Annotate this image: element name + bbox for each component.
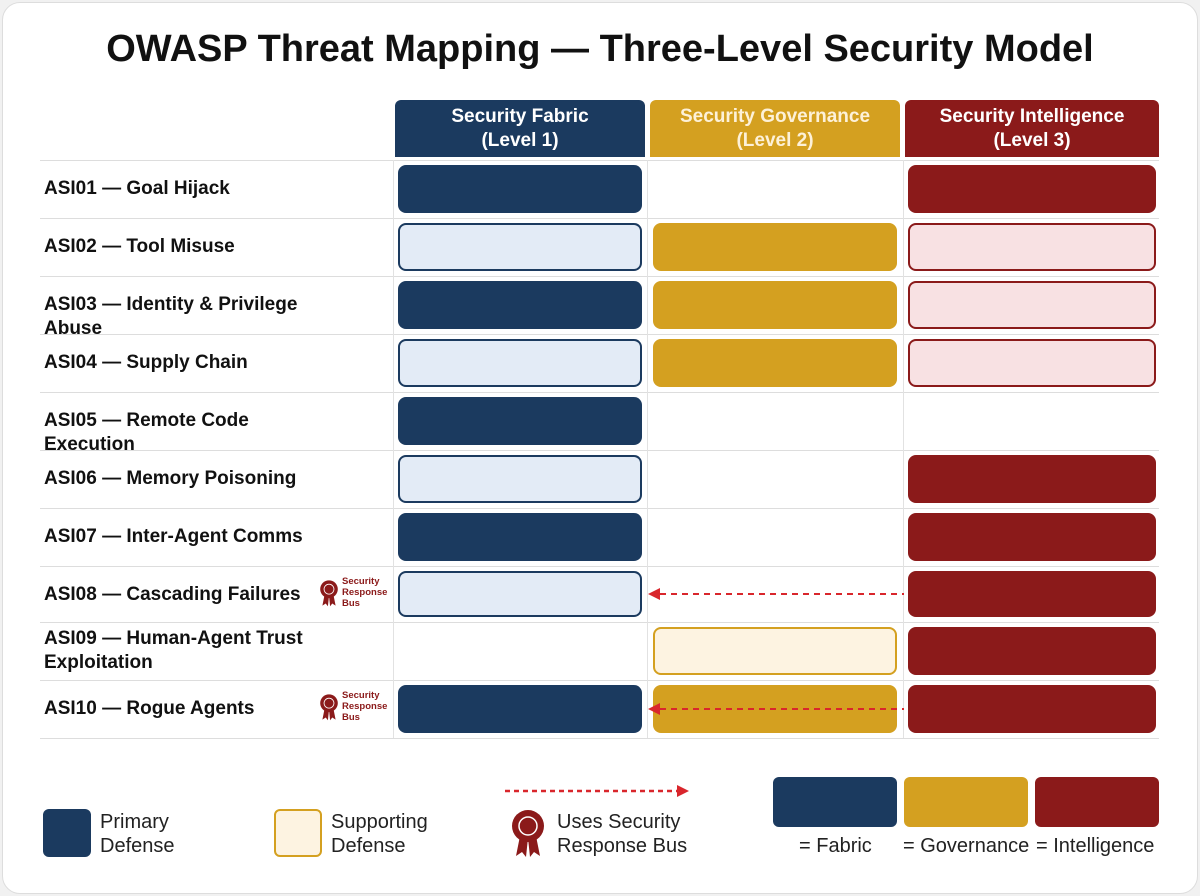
legend-intelligence-label: = Intelligence bbox=[1036, 835, 1155, 857]
row-divider bbox=[40, 508, 1159, 509]
cell-fabric-primary bbox=[398, 397, 642, 445]
cell-intelligence-supporting bbox=[908, 223, 1156, 271]
row-divider bbox=[40, 392, 1159, 393]
response-bus-arrow-icon bbox=[648, 703, 904, 715]
row-divider bbox=[40, 218, 1159, 219]
seal-icon bbox=[320, 579, 338, 606]
cell-intelligence-primary bbox=[908, 571, 1156, 617]
legend-governance-label: = Governance bbox=[903, 835, 1030, 857]
cell-intelligence-supporting bbox=[908, 339, 1156, 387]
legend-intelligence-swatch bbox=[1035, 777, 1159, 827]
cell-governance-supporting bbox=[653, 627, 897, 675]
row-label: ASI07 — Inter-Agent Comms bbox=[44, 526, 303, 547]
row-divider bbox=[40, 566, 1159, 567]
column-header-level: (Level 3) bbox=[993, 130, 1071, 151]
legend-dashed-arrow-icon bbox=[505, 785, 689, 797]
row-label: ASI08 — Cascading Failures bbox=[44, 584, 301, 605]
cell-intelligence-supporting bbox=[908, 281, 1156, 329]
badge-line: Response bbox=[342, 701, 388, 712]
row-divider bbox=[40, 450, 1159, 451]
row-divider bbox=[40, 738, 1159, 739]
legend-primary-label: Primary Defense bbox=[100, 811, 175, 857]
column-header-title: Security Intelligence bbox=[939, 106, 1125, 127]
security-response-bus-badge: Security Response Bus bbox=[318, 576, 387, 609]
row-label: ASI04 — Supply Chain bbox=[44, 352, 248, 373]
row-label: ASI03 — Identity & Privilege Abuse bbox=[44, 294, 298, 339]
legend-fabric-label: = Fabric bbox=[799, 835, 872, 857]
cell-governance-primary bbox=[653, 281, 897, 329]
badge-line: Bus bbox=[342, 598, 360, 609]
badge-line: Security bbox=[342, 576, 380, 587]
column-header-governance: Security Governance (Level 2) bbox=[650, 100, 900, 157]
row-label: ASI09 — Human-Agent Trust Exploitation bbox=[44, 628, 303, 673]
row-divider bbox=[40, 680, 1159, 681]
row-divider bbox=[40, 160, 1159, 161]
row-divider bbox=[40, 622, 1159, 623]
legend-fabric-swatch bbox=[773, 777, 897, 827]
cell-intelligence-primary bbox=[908, 685, 1156, 733]
security-response-bus-badge: Security Response Bus bbox=[318, 690, 387, 723]
cell-fabric-primary bbox=[398, 685, 642, 733]
column-header-level: (Level 2) bbox=[736, 130, 814, 151]
cell-fabric-primary bbox=[398, 165, 642, 213]
cell-governance-primary bbox=[653, 223, 897, 271]
cell-intelligence-primary bbox=[908, 627, 1156, 675]
cell-fabric-supporting bbox=[398, 455, 642, 503]
cell-fabric-primary bbox=[398, 281, 642, 329]
column-header-fabric: Security Fabric (Level 1) bbox=[395, 100, 645, 157]
cell-fabric-supporting bbox=[398, 223, 642, 271]
legend-supporting-label: Supporting Defense bbox=[331, 811, 428, 857]
legend-governance-swatch bbox=[904, 777, 1028, 827]
cell-intelligence-primary bbox=[908, 455, 1156, 503]
cell-fabric-supporting bbox=[398, 571, 642, 617]
row-divider bbox=[40, 276, 1159, 277]
page-title: OWASP Threat Mapping — Three-Level Secur… bbox=[106, 28, 1094, 70]
legend-seal-icon bbox=[512, 810, 544, 857]
cell-intelligence-primary bbox=[908, 513, 1156, 561]
legend-supporting-swatch bbox=[274, 809, 322, 857]
column-divider bbox=[393, 160, 394, 738]
cell-governance-primary bbox=[653, 339, 897, 387]
row-label: ASI01 — Goal Hijack bbox=[44, 178, 230, 199]
response-bus-arrow-icon bbox=[648, 588, 904, 600]
badge-text: Security Response Bus bbox=[342, 576, 387, 609]
column-header-title: Security Fabric bbox=[451, 106, 589, 127]
badge-line: Response bbox=[342, 587, 388, 598]
row-label: ASI10 — Rogue Agents bbox=[44, 698, 255, 719]
cell-fabric-primary bbox=[398, 513, 642, 561]
legend-bus-label: Uses Security Response Bus bbox=[557, 811, 688, 857]
column-divider bbox=[647, 160, 648, 738]
column-divider bbox=[903, 160, 904, 738]
row-label: ASI06 — Memory Poisoning bbox=[44, 468, 297, 489]
legend-primary-swatch bbox=[43, 809, 91, 857]
row-label: ASI05 — Remote Code Execution bbox=[44, 410, 249, 455]
cell-fabric-supporting bbox=[398, 339, 642, 387]
badge-line: Bus bbox=[342, 712, 360, 723]
row-divider bbox=[40, 334, 1159, 335]
seal-icon bbox=[320, 693, 338, 720]
badge-text: Security Response Bus bbox=[342, 690, 387, 723]
column-header-level: (Level 1) bbox=[481, 130, 559, 151]
badge-line: Security bbox=[342, 690, 380, 701]
cell-intelligence-primary bbox=[908, 165, 1156, 213]
column-header-intelligence: Security Intelligence (Level 3) bbox=[905, 100, 1159, 157]
row-label: ASI02 — Tool Misuse bbox=[44, 236, 235, 257]
column-header-title: Security Governance bbox=[679, 106, 871, 127]
